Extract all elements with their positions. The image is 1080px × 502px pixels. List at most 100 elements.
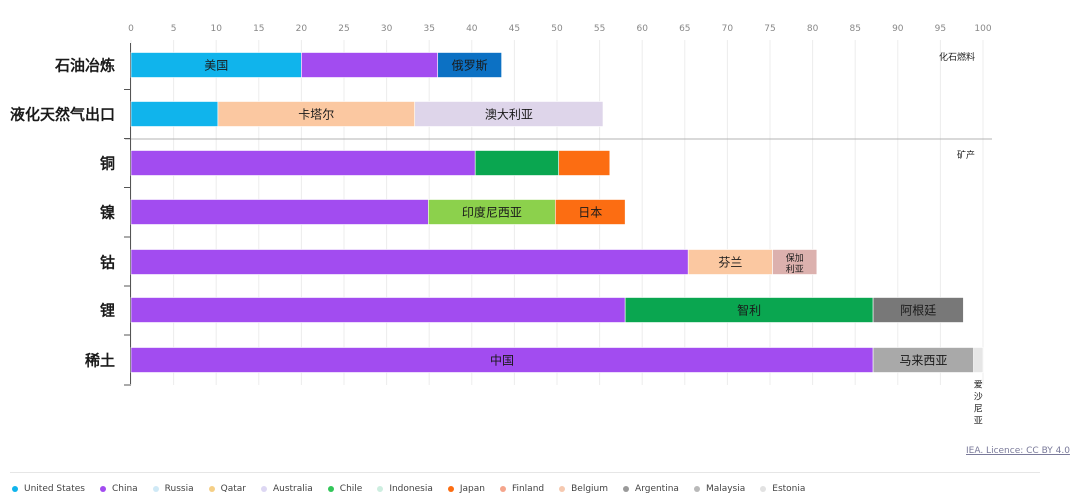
x-tick-label: 40: [466, 24, 478, 34]
x-tick-label: 55: [594, 24, 605, 34]
bar-segment: [437, 52, 502, 78]
bar-segment: [217, 101, 416, 127]
chart: 0 5 10 15 20 25 30 35 40 45 50 55 60 65 70 75 80 85 90 95 10…: [10, 24, 992, 427]
legend-item[interactable]: Estonia: [760, 484, 805, 494]
legend-label: Indonesia: [389, 484, 433, 494]
legend-dot-icon: [377, 486, 384, 492]
legend-dot-icon: [12, 486, 18, 492]
x-tick-label: 35: [423, 24, 434, 34]
legend-label: Russia: [164, 484, 194, 494]
segment-label: 俄罗斯: [452, 59, 488, 73]
legend-dot-icon: [623, 486, 630, 492]
legend-divider: [10, 472, 1040, 473]
segment-label: 印度尼西亚: [462, 205, 522, 220]
bar-segment: [973, 347, 984, 373]
segment-label: 澳大利亚: [485, 108, 533, 122]
category-label: 锂: [100, 302, 115, 320]
x-tick-label: 75: [764, 24, 775, 34]
bar-segment: [130, 199, 429, 225]
legend-dot-icon: [559, 486, 566, 492]
legend-dot-icon: [152, 486, 159, 492]
legend-label: Argentina: [635, 484, 679, 494]
legend-item[interactable]: Qatar: [208, 484, 246, 494]
bar-segment: [687, 249, 773, 275]
legend-dot-icon: [99, 486, 106, 492]
bar-segment: [872, 347, 974, 373]
legend-item[interactable]: Finland: [499, 484, 545, 494]
legend-label: Chile: [339, 484, 363, 494]
legend-dot-icon: [693, 486, 700, 492]
x-tick-label: 15: [253, 24, 264, 34]
bar-segment: [474, 150, 560, 176]
legend-item[interactable]: Japan: [447, 484, 485, 494]
segment-label: 日本: [578, 206, 602, 220]
category-label: 石油冶炼: [54, 57, 115, 75]
x-tick-label: 70: [722, 24, 734, 34]
segment-label: 中国: [490, 353, 514, 368]
x-tick-label: 30: [381, 24, 393, 34]
x-tick-label: 45: [509, 24, 520, 34]
legend-item[interactable]: Belgium: [559, 484, 608, 494]
legend-dot-icon: [499, 486, 506, 492]
legend-dot-icon: [260, 486, 267, 492]
segment-label: 阿根廷: [900, 304, 936, 318]
bar-segment: [558, 150, 611, 176]
x-tick-label: 25: [338, 24, 349, 34]
legend-label: Finland: [511, 484, 545, 494]
x-tick-label: 80: [807, 24, 819, 34]
legend-item[interactable]: Malaysia: [693, 484, 746, 494]
x-tick-label: 65: [679, 24, 690, 34]
bar-segment: [130, 150, 476, 176]
bar-segment: [872, 297, 964, 323]
x-tick-label: 10: [210, 24, 222, 34]
segment-label: 芬兰: [718, 256, 742, 270]
bar-segment: [554, 199, 626, 225]
legend-item[interactable]: Russia: [152, 484, 194, 494]
legend-item[interactable]: United States: [12, 484, 85, 494]
bar-segment: [130, 101, 219, 127]
licence-link[interactable]: IEA. Licence: CC BY 4.0: [966, 446, 1070, 456]
legend-label: Japan: [459, 484, 485, 494]
category-label: 液化天然气出口: [10, 106, 115, 124]
legend-dot-icon: [760, 486, 767, 492]
legend-label: China: [111, 484, 138, 494]
x-tick-label: 5: [171, 24, 177, 34]
segment-label: 保加利亚: [786, 252, 804, 275]
x-tick-label: 85: [849, 24, 860, 34]
segment-label: 智利: [737, 303, 761, 318]
bar-segment: [772, 249, 818, 275]
legend-label: Qatar: [220, 484, 246, 494]
x-tick-label: 20: [296, 24, 308, 34]
bar-segment: [130, 249, 689, 275]
legend-dot-icon: [447, 486, 454, 492]
legend-item[interactable]: China: [99, 484, 138, 494]
bar-segment: [301, 52, 439, 78]
x-tick-label: 95: [935, 24, 946, 34]
legend-label: Australia: [272, 484, 313, 494]
category-label: 钴: [100, 254, 115, 272]
legend-item[interactable]: Argentina: [623, 484, 679, 494]
x-tick-label: 100: [974, 24, 991, 34]
x-tick-label: 50: [551, 24, 563, 34]
segment-label: 卡塔尔: [298, 107, 334, 122]
legend-item[interactable]: Chile: [327, 484, 363, 494]
legend-item[interactable]: Australia: [260, 484, 313, 494]
group-label-fossil-fuels: 化石燃料: [939, 51, 975, 63]
x-tick-label: 60: [636, 24, 648, 34]
legend-label: Estonia: [772, 484, 806, 494]
legend-label: United States: [24, 484, 85, 494]
legend-label: Malaysia: [705, 484, 746, 494]
segment-label: 马来西亚: [899, 354, 947, 368]
x-tick-label: 90: [892, 24, 904, 34]
x-tick-label: 0: [128, 24, 134, 34]
bar-segment: [414, 101, 604, 127]
category-label: 铜: [100, 155, 115, 173]
legend-item[interactable]: Indonesia: [377, 484, 433, 494]
legend-dot-icon: [327, 486, 334, 492]
category-label: 镍: [100, 204, 115, 222]
legend: United States China Russia Qatar Australia Ch…: [12, 484, 820, 494]
segment-label: 美国: [204, 59, 228, 73]
group-label-minerals: 矿产: [957, 149, 975, 161]
category-label: 稀土: [85, 352, 115, 370]
legend-label: Belgium: [571, 484, 609, 494]
